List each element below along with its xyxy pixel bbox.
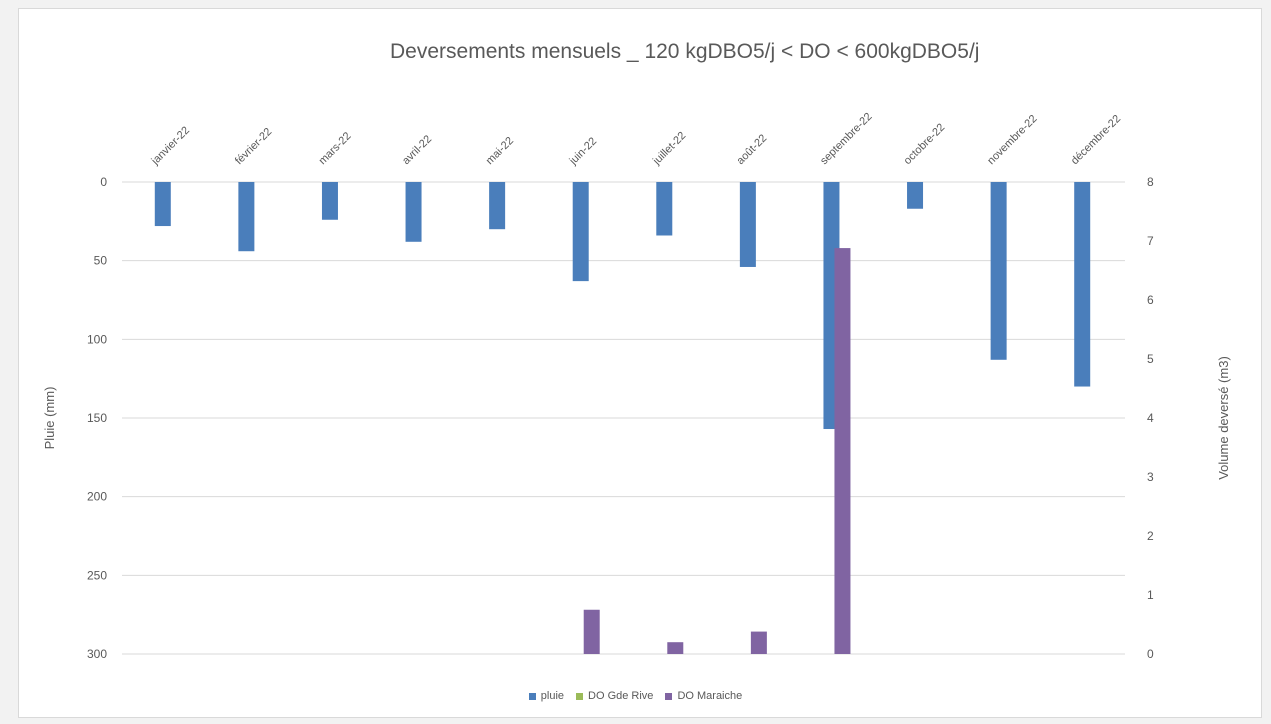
chart-area: [18, 8, 1262, 718]
category-label: avril-22: [400, 133, 434, 167]
right-tick-label: 0: [1147, 647, 1154, 661]
left-tick-label: 200: [87, 490, 107, 504]
left-tick-label: 50: [94, 254, 108, 268]
right-tick-label: 6: [1147, 293, 1154, 307]
bar-pluie: [572, 182, 589, 282]
category-label: septembre-22: [818, 111, 874, 167]
bar-pluie: [990, 182, 1007, 360]
right-tick-label: 1: [1147, 588, 1154, 602]
legend-item: DO Gde Rive: [576, 690, 653, 702]
bar-do-maraiche: [750, 631, 767, 654]
category-label: février-22: [233, 126, 274, 167]
right-tick-label: 8: [1147, 175, 1154, 189]
left-tick-label: 0: [100, 175, 107, 189]
bar-pluie: [489, 182, 506, 230]
category-label: août-22: [735, 132, 770, 167]
bar-pluie: [321, 182, 338, 220]
bar-pluie: [238, 182, 255, 252]
legend-label: DO Maraiche: [677, 690, 743, 702]
right-tick-label: 5: [1147, 352, 1154, 366]
legend-label: DO Gde Rive: [588, 690, 654, 702]
legend: pluie DO Gde Rive DO Maraiche: [0, 690, 1271, 702]
left-tick-label: 150: [87, 411, 107, 425]
bar-pluie: [739, 182, 756, 267]
right-tick-label: 2: [1147, 529, 1154, 543]
left-axis-title: Pluie (mm): [42, 387, 57, 450]
category-label: janvier-22: [149, 124, 192, 167]
right-tick-label: 3: [1147, 470, 1154, 484]
bar-pluie: [405, 182, 422, 242]
bar-pluie: [907, 182, 924, 209]
category-label: mars-22: [317, 130, 354, 167]
chart-title: Deversements mensuels _ 120 kgDBO5/j < D…: [390, 40, 980, 63]
category-label: décembre-22: [1069, 113, 1123, 167]
left-tick-label: 300: [87, 647, 107, 661]
left-tick-label: 250: [87, 568, 107, 582]
bar-do-maraiche: [667, 642, 684, 654]
legend-swatch: [665, 692, 673, 700]
legend-item: DO Maraiche: [665, 690, 742, 702]
bar-pluie: [1074, 182, 1091, 387]
category-label: novembre-22: [985, 113, 1039, 167]
category-label: octobre-22: [902, 121, 948, 167]
legend-swatch: [528, 692, 536, 700]
legend-item: pluie: [528, 690, 565, 702]
bar-pluie: [154, 182, 171, 227]
left-tick-label: 100: [87, 332, 107, 346]
right-axis-title: Volume deversé (m3): [1216, 356, 1231, 480]
category-label: juin-22: [567, 135, 600, 168]
category-label: juillet-22: [650, 130, 688, 168]
legend-swatch: [576, 692, 584, 700]
right-tick-label: 4: [1147, 411, 1154, 425]
right-tick-label: 7: [1147, 234, 1154, 248]
bar-pluie: [656, 182, 673, 236]
category-label: mai-22: [484, 135, 516, 167]
bar-do-maraiche: [834, 248, 851, 654]
bar-do-maraiche: [583, 609, 600, 654]
legend-label: pluie: [540, 690, 565, 702]
